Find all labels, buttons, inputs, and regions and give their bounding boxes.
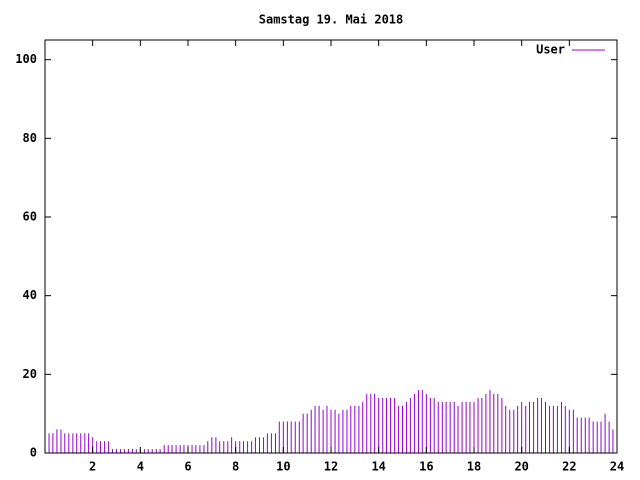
legend-label: User bbox=[536, 43, 565, 57]
x-tick-label: 4 bbox=[137, 460, 144, 474]
x-tick-label: 14 bbox=[371, 460, 385, 474]
x-tick-label: 8 bbox=[232, 460, 239, 474]
x-tick-label: 24 bbox=[610, 460, 624, 474]
x-tick-label: 2 bbox=[89, 460, 96, 474]
x-tick-label: 12 bbox=[324, 460, 338, 474]
x-tick-label: 16 bbox=[419, 460, 433, 474]
chart-title: Samstag 19. Mai 2018 bbox=[259, 13, 404, 27]
y-tick-label: 0 bbox=[30, 446, 37, 460]
y-tick-label: 20 bbox=[23, 367, 37, 381]
y-tick-label: 60 bbox=[23, 210, 37, 224]
plot-border bbox=[44, 39, 618, 454]
y-tick-label: 80 bbox=[23, 131, 37, 145]
y-tick-label: 100 bbox=[15, 52, 37, 66]
y-tick-label: 40 bbox=[23, 288, 37, 302]
x-tick-label: 10 bbox=[276, 460, 290, 474]
x-tick-label: 6 bbox=[184, 460, 191, 474]
x-tick-label: 22 bbox=[562, 460, 576, 474]
x-tick-label: 18 bbox=[467, 460, 481, 474]
x-tick-label: 20 bbox=[514, 460, 528, 474]
